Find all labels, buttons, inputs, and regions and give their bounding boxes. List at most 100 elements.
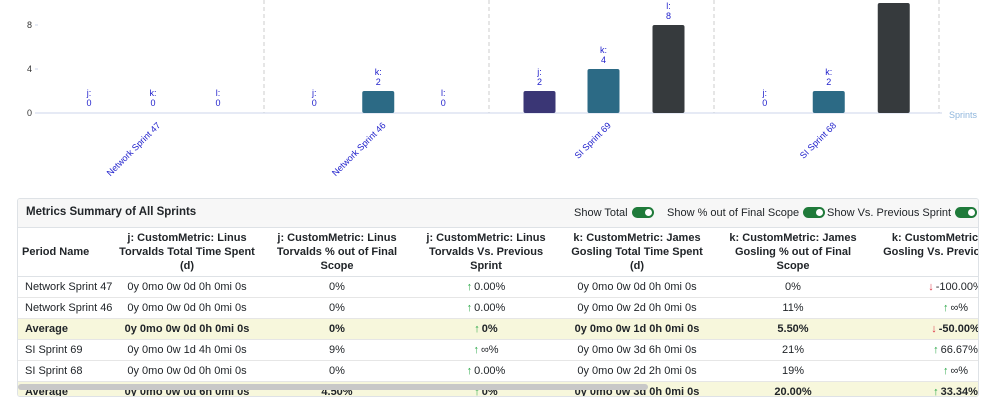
table-row: Network Sprint 46 0y 0mo 0w 0d 0h 0mi 0s 0… [18,297,978,319]
toggle-label: Show Total [574,207,628,219]
table-cell: 0y 0mo 0w 1d 4h 0mi 0s [111,339,263,361]
column-header: j: CustomMetric: Linus Torvalds Vs. Prev… [411,228,561,277]
table-row: SI Sprint 69 0y 0mo 0w 1d 4h 0mi 0s 9% ↑ ∞% 0… [18,339,978,361]
panel-header: Metrics Summary of All Sprints Show Tota… [18,199,978,228]
data-label: 8 [666,11,671,21]
data-label-name: j: [311,88,317,98]
data-label: 2 [376,77,381,87]
x-tick-label: Network Sprint 47 [105,120,163,178]
trend-cell: ↑ ∞% [873,297,978,319]
trend-cell: ↑ ∞% [873,360,978,382]
table-cell: 0y 0mo 0w 1d 0h 0mi 0s [561,318,713,340]
trend-arrow: ↑ [466,281,473,293]
table-cell: 0% [713,276,873,298]
table-cell: 20.00% [713,381,873,396]
x-tick-label: Network Sprint 46 [330,120,388,178]
trend-arrow: ↑ [942,302,949,314]
data-label-name: j: [536,67,542,77]
data-label-name: j: [762,88,768,98]
trend-cell: ↑ 0% [411,318,561,340]
table-cell: 11% [713,297,873,319]
data-label-name: k: [600,45,607,55]
bar [812,90,845,113]
panel-title: Metrics Summary of All Sprints [26,206,197,218]
trend-value: ∞% [480,344,499,356]
trend-cell: ↓ -50.00% [873,318,978,340]
table-cell: 5.50% [713,318,873,340]
x-axis-label: Sprints [949,110,978,120]
table-cell: 0% [263,318,411,340]
data-label-name: l: [216,88,221,98]
table-cell: 0% [263,297,411,319]
trend-arrow: ↑ [473,344,479,356]
trend-value: ∞% [950,302,969,314]
trend-cell: ↑ 0.00% [411,297,561,319]
column-header: k: CustomMetric: James Gosling % out of … [713,228,873,277]
table-cell: 0y 0mo 0w 0d 0h 0mi 0s [111,276,263,298]
table-cell: 0y 0mo 0w 3d 6h 0mi 0s [561,339,713,361]
bar [877,2,910,114]
data-label-name: k: [375,67,382,77]
table-cell: 0y 0mo 0w 0d 0h 0mi 0s [111,318,263,340]
data-label: 0 [215,98,220,108]
table-row: Network Sprint 47 0y 0mo 0w 0d 0h 0mi 0s 0… [18,276,979,298]
scrollbar[interactable] [18,384,648,390]
table-cell: Network Sprint 47 [18,276,112,298]
table-cell: 19% [713,360,873,382]
trend-arrow: ↑ [466,302,473,314]
trend-value: -100.00% [935,281,979,293]
toggle-label: Show % out of Final Scope [667,207,800,219]
data-label: 4 [601,55,606,65]
data-label-name: j: [86,88,92,98]
trend-arrow: ↑ [942,365,949,377]
table-cell: 0% [263,360,411,382]
column-header: Period Name [18,228,111,277]
trend-cell: ↑ 0.00% [411,276,561,298]
column-header: j: CustomMetric: Linus Torvalds Total Ti… [111,228,263,277]
bar [523,90,556,113]
trend-arrow: ↑ [933,386,939,397]
trend-value: 33.34% [940,386,978,397]
trend-value: 0% [481,386,498,397]
column-header: k: CustomMetric: James Gosling Total Tim… [561,228,713,277]
trend-cell: ↓ -100.00% [873,276,979,298]
switch[interactable] [955,207,978,218]
trend-cell: ↑ 33.34% [873,381,978,397]
toggle[interactable]: Show % out of Final Scope [667,207,826,219]
header-row: Period Name j: CustomMetric: Linus Torval… [18,228,978,277]
column-header: j: CustomMetric: Linus Torvalds % out of… [263,228,411,277]
data-label: 2 [537,77,542,87]
table-cell: 0y 0mo 0w 0d 0h 0mi 0s [111,360,263,382]
y-tick-label: 8 [27,20,32,30]
table-cell: 21% [713,339,873,361]
trend-value: 0.00% [474,281,506,293]
data-label: 2 [826,77,831,87]
x-tick-label: SI Sprint 69 [573,120,613,160]
trend-value: 0.00% [474,302,506,314]
toggle[interactable]: Show Vs. Previous Sprint [827,207,978,219]
table-cell: 0y 0mo 0w 2d 0h 0mi 0s [561,297,713,319]
column-header: k: CustomMetric: James Gosling Vs. Previ… [873,228,978,277]
trend-arrow: ↑ [474,323,480,335]
table-cell: 0y 0mo 0w 0d 0h 0mi 0s [561,276,713,298]
summary-table: Period Name j: CustomMetric: Linus Torval… [18,228,979,397]
switch[interactable] [631,207,654,218]
table-cell: 0% [263,276,411,298]
toggle[interactable]: Show Total [574,207,654,219]
toggle-label: Show Vs. Previous Sprint [827,207,952,219]
data-label-name: l: [441,88,446,98]
switch[interactable] [803,207,826,218]
data-label: 0 [150,98,155,108]
trend-cell: ↑ ∞% [411,339,561,361]
table-cell: 0y 0mo 0w 2d 2h 0mi 0s [561,360,713,382]
average-row: Average 0y 0mo 0w 0d 0h 0mi 0s 0% ↑ 0% 0y 0mo… [18,318,978,340]
trend-arrow: ↓ [928,281,934,293]
y-tick-label: 0 [27,108,32,118]
trend-cell: ↑ 0.00% [411,360,561,382]
trend-value: 0% [481,323,498,335]
table-cell: Average [18,318,111,340]
table-row: SI Sprint 68 0y 0mo 0w 0d 0h 0mi 0s 0% ↑ 0.0… [18,360,978,382]
bar [652,24,685,113]
trend-value: ∞% [950,365,969,377]
